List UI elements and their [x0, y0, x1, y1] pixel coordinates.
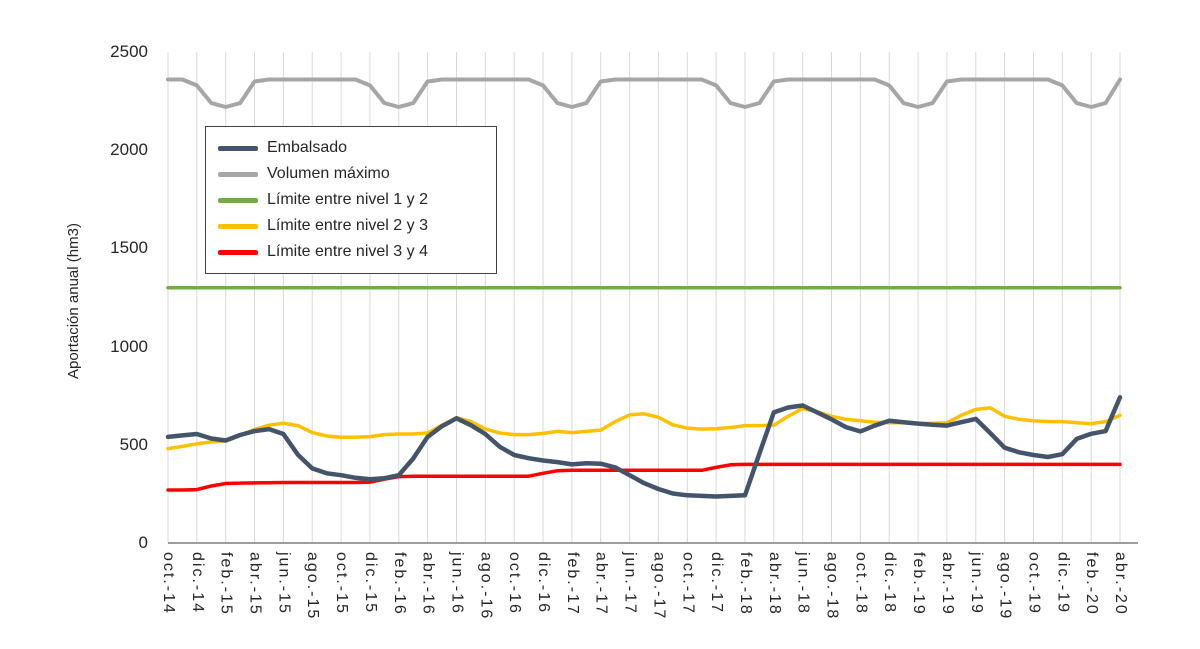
x-tick-label: feb.-15	[217, 552, 235, 616]
legend-swatch-limite-nivel-2-3	[218, 223, 258, 229]
x-tick-label: oct.-18	[852, 552, 870, 615]
x-tick-label: jun.-16	[448, 552, 466, 615]
legend-item-limite-nivel-3-4: Límite entre nivel 3 y 4	[218, 242, 484, 262]
x-tick-label: abr.-16	[419, 552, 437, 616]
x-tick-label: oct.-14	[160, 552, 177, 615]
x-tick-label: feb.-19	[910, 552, 928, 616]
series-line-limite-entre-nivel-3-y-4	[166, 462, 1122, 492]
x-tick-label: oct.-17	[679, 552, 697, 615]
legend-label: Embalsado	[267, 139, 348, 156]
x-tick-label: dic.-14	[188, 552, 206, 615]
x-tick-label: dic.-17	[708, 552, 726, 615]
x-tick-label: abr.-15	[246, 552, 264, 616]
legend-label: Límite entre nivel 2 y 3	[267, 217, 428, 234]
y-tick-label: 1000	[110, 336, 148, 356]
x-tick-label: feb.-16	[390, 552, 408, 616]
x-tick-label: ago.-17	[650, 552, 668, 621]
legend-item-limite-nivel-1-2: Límite entre nivel 1 y 2	[218, 190, 484, 210]
legend-item-limite-nivel-2-3: Límite entre nivel 2 y 3	[218, 216, 484, 236]
y-axis-title: Aportación anual (hm3)	[65, 223, 82, 379]
x-tick-label: ago.-15	[304, 552, 322, 621]
legend-swatch-limite-nivel-3-4	[218, 249, 258, 255]
x-tick-label: feb.-20	[1083, 552, 1101, 616]
x-tick-label: oct.-19	[1025, 552, 1043, 615]
x-tick-label: feb.-17	[563, 552, 581, 616]
x-tick-label: jun.-18	[794, 552, 812, 615]
legend-item-volumen-maximo: Volumen máximo	[218, 164, 484, 184]
x-tick-label: dic.-16	[535, 552, 552, 615]
x-tick-label: jun.-17	[621, 552, 639, 615]
x-tick-label: oct.-16	[506, 552, 524, 615]
y-tick-label: 500	[119, 434, 148, 454]
legend-item-embalsado: Embalsado	[218, 138, 484, 158]
legend-label: Límite entre nivel 3 y 4	[267, 243, 428, 260]
y-tick-label: 0	[138, 533, 148, 552]
x-tick-label: feb.-18	[737, 552, 754, 616]
x-tick-label: abr.-19	[938, 552, 956, 616]
y-tick-label: 2000	[110, 140, 148, 160]
y-tick-label: 2500	[110, 42, 148, 61]
legend-swatch-volumen-maximo	[218, 171, 258, 177]
x-tick-label: dic.-19	[1054, 552, 1072, 615]
x-tick-label: jun.-19	[967, 552, 985, 615]
x-tick-label: dic.-18	[881, 552, 899, 615]
x-tick-label: ago.-18	[823, 552, 841, 621]
series-line-volumen-maximo	[166, 77, 1122, 109]
x-tick-label: oct.-15	[333, 552, 351, 615]
y-tick-label: 1500	[110, 238, 148, 258]
legend-label: Límite entre nivel 1 y 2	[267, 191, 428, 208]
legend-label: Volumen máximo	[267, 165, 390, 182]
legend-swatch-embalsado	[218, 145, 258, 151]
x-tick-label: jun.-15	[275, 552, 293, 615]
x-tick-label: abr.-17	[592, 552, 610, 616]
x-tick-label: abr.-18	[765, 552, 783, 616]
x-tick-label: ago.-16	[477, 552, 495, 621]
legend: Embalsado Volumen máximo Límite entre ni…	[205, 126, 497, 274]
x-tick-label: abr.-20	[1112, 552, 1129, 616]
x-tick-label: ago.-19	[996, 552, 1014, 621]
x-tick-label: dic.-15	[361, 552, 379, 615]
series-line-limite-entre-nivel-2-y-3	[166, 406, 1122, 451]
legend-swatch-limite-nivel-1-2	[218, 197, 258, 203]
series-line-embalsado	[165, 395, 1123, 499]
